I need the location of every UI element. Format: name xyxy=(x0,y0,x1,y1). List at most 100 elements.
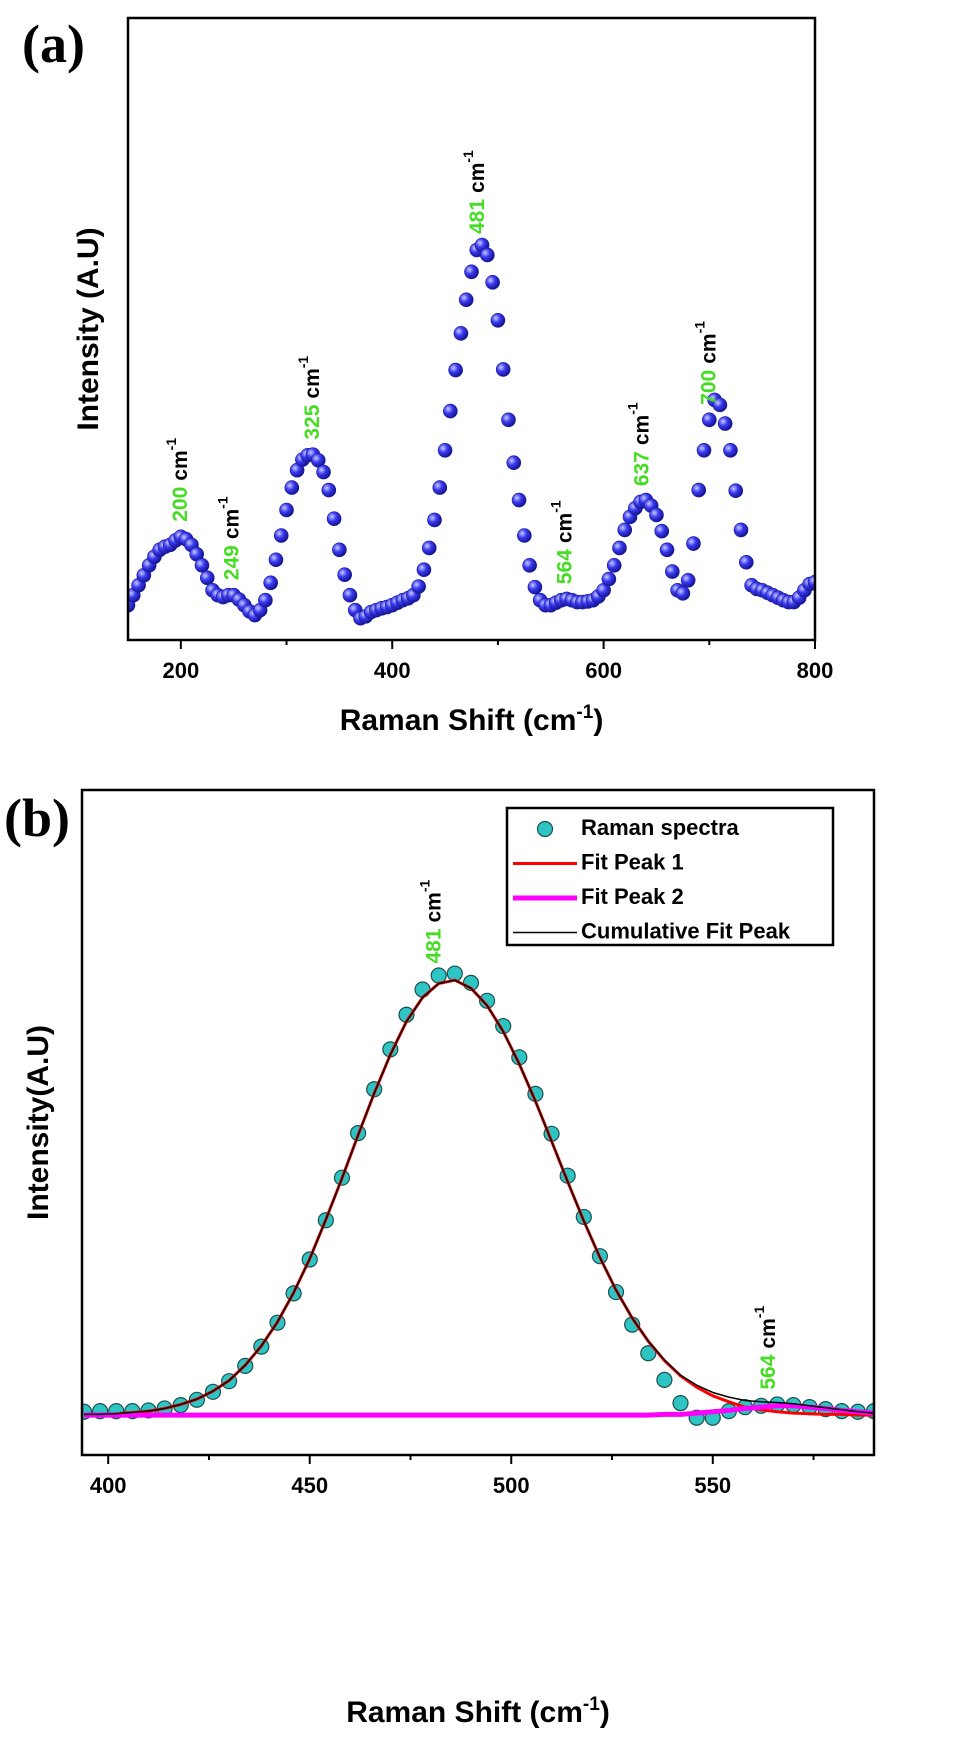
x-axis-title-end: ) xyxy=(600,1696,610,1729)
data-point xyxy=(268,552,284,568)
data-point xyxy=(332,542,347,558)
annotation-unit: cm xyxy=(757,1318,780,1348)
peak-annotation: 481 cm-1 xyxy=(460,150,489,234)
data-point xyxy=(316,464,331,480)
legend-label: Fit Peak 2 xyxy=(581,884,684,909)
x-axis-title-main: Raman Shift (cm xyxy=(340,704,577,737)
x-tick-label: 400 xyxy=(374,658,411,683)
data-point xyxy=(279,502,294,518)
peak-annotation: 564 cm-1 xyxy=(547,500,576,584)
data-point xyxy=(437,442,453,458)
data-point xyxy=(495,362,511,377)
data-point xyxy=(640,1345,657,1362)
annotation-value: 325 xyxy=(301,404,324,439)
data-point xyxy=(606,558,622,573)
annotation-sup: -1 xyxy=(691,321,707,334)
annotation-sup: -1 xyxy=(416,879,432,892)
fit-line xyxy=(84,979,874,1416)
data-point xyxy=(501,412,516,428)
peak-annotation: 325 cm-1 xyxy=(295,356,324,440)
data-point xyxy=(712,397,728,413)
data-point xyxy=(321,482,337,498)
annotation-value: 481 xyxy=(422,928,445,963)
legend-label: Fit Peak 1 xyxy=(581,849,684,874)
axes-frame xyxy=(126,16,817,642)
data-point xyxy=(458,292,474,308)
x-axis-title: Raman Shift (cm-1) xyxy=(340,702,604,737)
data-point xyxy=(686,536,701,551)
annotation-unit: cm xyxy=(630,415,653,445)
data-point xyxy=(284,480,300,495)
data-point xyxy=(728,483,744,499)
annotation-unit: cm xyxy=(553,513,576,543)
annotation-sup: -1 xyxy=(547,500,563,513)
annotation-value: 700 xyxy=(697,370,720,405)
x-axis-title-end: ) xyxy=(593,704,603,737)
annotation-value: 564 xyxy=(757,1354,780,1389)
data-point xyxy=(464,264,479,280)
x-axis-title: Raman Shift (cm-1) xyxy=(346,1694,610,1729)
annotation-sup: -1 xyxy=(751,1306,767,1319)
x-tick-label: 500 xyxy=(493,1473,530,1498)
data-point xyxy=(443,403,458,419)
data-point xyxy=(733,522,749,538)
data-point xyxy=(258,592,273,608)
annotation-value: 564 xyxy=(553,549,576,584)
annotation-value: 637 xyxy=(630,451,653,486)
legend-label: Cumulative Fit Peak xyxy=(581,918,791,943)
x-tick-label: 400 xyxy=(90,1473,127,1498)
fit-line xyxy=(84,978,874,1417)
peak-annotation: 200 cm-1 xyxy=(163,438,192,522)
plot-area xyxy=(82,965,874,1426)
data-point xyxy=(675,586,691,601)
annotation-unit: cm xyxy=(220,509,243,539)
peak-annotation: 249 cm-1 xyxy=(214,496,243,580)
peak-annotation: 700 cm-1 xyxy=(691,321,720,405)
peak-annotation: 637 cm-1 xyxy=(624,402,653,486)
annotation-sup: -1 xyxy=(624,402,640,415)
data-point xyxy=(421,540,437,556)
data-point xyxy=(199,570,215,586)
annotation-value: 200 xyxy=(168,487,191,522)
data-point xyxy=(649,507,664,523)
y-axis-title: Intensity (A.U) xyxy=(72,227,105,430)
annotation-value: 481 xyxy=(465,199,488,234)
plot-area xyxy=(128,237,815,626)
data-point xyxy=(738,554,754,570)
x-tick-label: 550 xyxy=(694,1473,731,1498)
data-point xyxy=(416,562,432,578)
data-point xyxy=(478,992,496,1009)
data-point xyxy=(696,442,712,458)
data-point xyxy=(807,574,815,590)
data-point xyxy=(717,416,733,431)
data-point xyxy=(665,564,680,579)
data-point xyxy=(702,412,717,428)
annotation-unit: cm xyxy=(697,333,720,363)
fit-line xyxy=(84,1403,874,1418)
x-tick-label: 200 xyxy=(162,658,199,683)
panel-label: (b) xyxy=(4,788,70,848)
data-point xyxy=(601,571,617,587)
data-point xyxy=(273,528,289,543)
data-point xyxy=(337,567,352,582)
data-point xyxy=(654,523,670,539)
peak-annotation: 481 cm-1 xyxy=(416,879,445,963)
annotation-unit: cm xyxy=(301,368,324,398)
annotation-sup: -1 xyxy=(460,150,476,163)
x-tick-label: 450 xyxy=(291,1473,328,1498)
panel-label: (a) xyxy=(22,14,85,74)
data-point xyxy=(432,480,448,495)
data-point xyxy=(194,558,210,573)
data-point xyxy=(617,522,633,538)
data-point xyxy=(411,579,426,594)
data-point xyxy=(527,579,543,595)
annotation-sup: -1 xyxy=(163,438,179,451)
data-point xyxy=(485,275,500,290)
data-point xyxy=(326,511,342,527)
y-axis-title: Intensity(A.U) xyxy=(22,1025,55,1220)
annotation-unit: cm xyxy=(168,450,191,480)
x-axis-title-sup: -1 xyxy=(576,702,593,723)
data-point xyxy=(672,1395,689,1412)
